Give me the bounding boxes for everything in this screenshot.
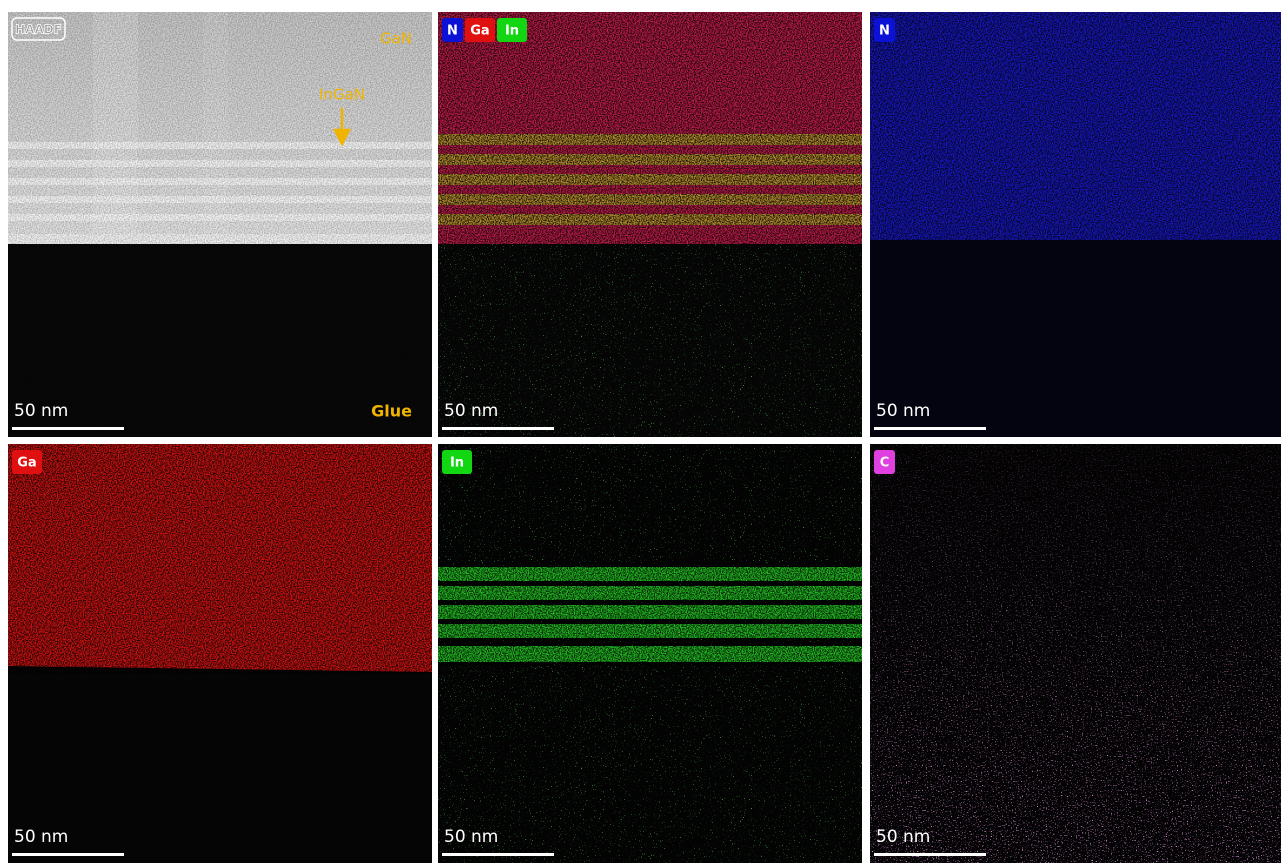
scale-bar [442, 427, 554, 430]
badge-label: N [879, 24, 890, 39]
badge-label: Ga [470, 24, 489, 39]
noise [8, 12, 432, 437]
noise [870, 12, 1281, 240]
dots [438, 244, 862, 437]
panel-haadf: HAADF GaN InGaN Glue 50 nm [8, 12, 432, 437]
annotation: InGaN [319, 86, 365, 104]
scale-bar-label: 50 nm [876, 401, 930, 421]
noise [438, 12, 862, 244]
annotation: GaN [380, 30, 412, 48]
badge-label: C [880, 456, 890, 471]
scale-bar-label: 50 nm [14, 827, 68, 847]
panel-in: In 50 nm [438, 444, 862, 863]
panel-ngain: N Ga In 50 nm [438, 12, 862, 437]
badge-label: HAADF [15, 23, 62, 37]
panel-n: N 50 nm [870, 12, 1281, 437]
badge-label: N [447, 24, 458, 39]
scale-bar [442, 853, 554, 856]
scale-bar [12, 853, 124, 856]
scale-bar-label: 50 nm [444, 401, 498, 421]
panel-ga: Ga 50 nm [8, 444, 432, 863]
annotation: Glue [371, 402, 412, 421]
noise [8, 444, 432, 674]
scale-bar [12, 427, 124, 430]
scale-bar-label: 50 nm [444, 827, 498, 847]
badge-label: In [505, 24, 519, 39]
badge-label: In [450, 456, 464, 471]
scale-bar-label: 50 nm [876, 827, 930, 847]
figure: HAADF GaN InGaN Glue 50 nm N Ga In 50 nm N 50 nm… [0, 0, 1283, 863]
scale-bar [874, 853, 986, 856]
dots [870, 444, 1281, 863]
scale-bar [874, 427, 986, 430]
scale-bar-label: 50 nm [14, 401, 68, 421]
noise [438, 562, 862, 666]
badge-label: Ga [17, 456, 36, 471]
panel-c: C 50 nm [870, 444, 1281, 863]
